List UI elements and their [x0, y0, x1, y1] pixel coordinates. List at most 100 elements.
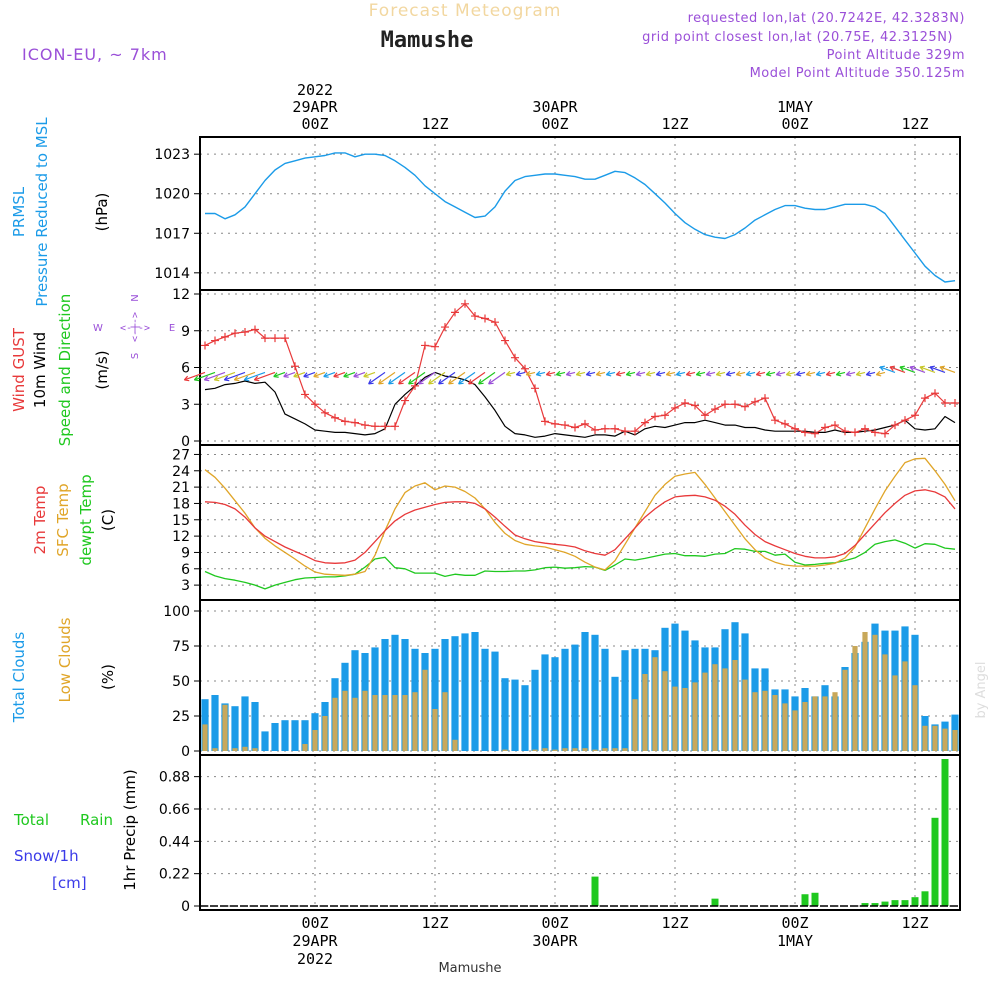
wind-arrow	[488, 371, 506, 385]
pressure-desc-label: Pressure Reduced to MSL	[33, 117, 51, 307]
top-time-label: 00Z	[301, 115, 328, 133]
low-cloud-bar	[762, 690, 768, 751]
watermark: by Angel	[974, 661, 989, 718]
wind-arrow	[766, 371, 776, 376]
y-tick-label: 75	[172, 639, 190, 655]
wind-arrow	[939, 366, 956, 373]
gust-marker	[351, 418, 359, 427]
wind-arrow-head	[535, 370, 542, 377]
wind-arrow-head	[775, 370, 782, 377]
temp2m-line	[204, 489, 956, 564]
wind-axis-labels: Wind GUST 10m Wind Speed and Direction (m/s…	[10, 294, 111, 447]
wind-arrow	[636, 371, 646, 376]
gust-marker	[781, 419, 789, 428]
sfc-temp-line	[204, 457, 956, 576]
top-time-label: 00Z	[541, 115, 568, 133]
wind-unit-label: (m/s)	[93, 350, 111, 389]
gust-marker	[811, 429, 819, 438]
wind-arrow-head	[378, 379, 384, 385]
wind-arrow-head	[665, 370, 672, 377]
wind-arrow	[919, 366, 936, 373]
panel-frame	[199, 136, 961, 291]
low-cloud-bar	[912, 685, 918, 751]
y-tick-label: 9	[181, 545, 190, 561]
wind-arrow-head	[525, 370, 532, 377]
wind-arrow-head	[615, 370, 622, 377]
low-cloud-bar	[792, 710, 798, 751]
wind-arrow-head	[735, 370, 742, 377]
gust-marker	[291, 362, 299, 371]
gust-marker	[471, 312, 479, 321]
bottom-time-label: 1MAY	[777, 932, 813, 950]
gust-marker	[881, 429, 889, 438]
gust-marker	[311, 400, 319, 409]
gust-marker	[741, 402, 749, 411]
rain-bar	[711, 898, 719, 906]
wind-arrow	[846, 371, 856, 376]
panels: 1014101710201023036912369121518212427025…	[10, 117, 961, 915]
total-cloud-bar	[281, 720, 289, 751]
gust-marker	[911, 411, 919, 420]
low-cloud-bar	[572, 748, 578, 751]
gust-marker	[391, 422, 399, 431]
bottom-time-label: 00Z	[301, 914, 328, 932]
bottom-time-label: 12Z	[901, 914, 928, 932]
wind-arrow	[909, 366, 926, 373]
wind-arrow-head	[388, 379, 394, 385]
low-cloud-bar	[922, 725, 928, 751]
cloud-unit-label: (%)	[99, 664, 117, 690]
wind-arrow-head	[875, 370, 882, 377]
gust-marker	[501, 336, 509, 345]
gust-marker	[561, 421, 569, 430]
temperature-series	[204, 457, 956, 590]
low-cloud-bar	[712, 664, 718, 751]
total-cloud-bar	[301, 720, 309, 751]
total-cloud-bar	[211, 695, 219, 751]
wind-arrow-head	[293, 372, 299, 378]
total-cloud-bar	[601, 648, 609, 751]
wind-arrow-head	[243, 375, 250, 382]
wind-arrow-head	[765, 370, 772, 377]
wind-arrow	[626, 371, 636, 376]
wind-arrow-head	[458, 379, 464, 385]
low-cloud-bar	[402, 695, 408, 751]
low-cloud-bar	[652, 657, 658, 751]
y-tick-label: 0.88	[159, 770, 190, 786]
gust-marker	[571, 423, 579, 432]
low-cloud-bar	[612, 748, 618, 751]
wind-arrow	[353, 371, 366, 378]
wind-arrow-head	[478, 379, 484, 385]
total-cloud-bar	[251, 702, 259, 751]
wind-direction-arrows	[183, 365, 956, 385]
wind-arrow-head	[398, 379, 404, 385]
pressure-series	[205, 152, 956, 283]
wind-arrow	[546, 371, 556, 376]
y-tick-label: 100	[163, 604, 190, 620]
snow-label: Snow/1h	[14, 847, 79, 865]
precip-series	[200, 759, 960, 907]
gust-marker	[341, 417, 349, 426]
gust-marker	[401, 396, 409, 405]
wind-arrow-head	[505, 370, 512, 377]
wind-arrow	[468, 371, 486, 385]
gust-marker	[731, 400, 739, 409]
total-cloud-bar	[481, 648, 489, 751]
compass-west: W	[93, 323, 103, 334]
gust-marker	[841, 427, 849, 436]
gust-marker	[831, 421, 839, 430]
wind-arrow-head	[845, 370, 852, 377]
wind-arrow	[234, 371, 256, 381]
gust-marker	[221, 332, 229, 341]
wind-arrow	[796, 371, 806, 376]
low-cloud-bar	[952, 730, 958, 751]
low-cloud-bar	[322, 716, 328, 751]
panel-pressure: 1014 1017 1020 1023	[154, 136, 961, 291]
wind-arrow-head	[675, 370, 682, 377]
compass-horizontal: <-|->	[120, 323, 150, 334]
total-cloud-bar	[621, 650, 629, 751]
low-cloud-bar	[622, 748, 628, 751]
wind-arrow	[428, 371, 446, 385]
low-cloud-bar	[632, 699, 638, 751]
low-cloud-bar	[302, 744, 308, 751]
